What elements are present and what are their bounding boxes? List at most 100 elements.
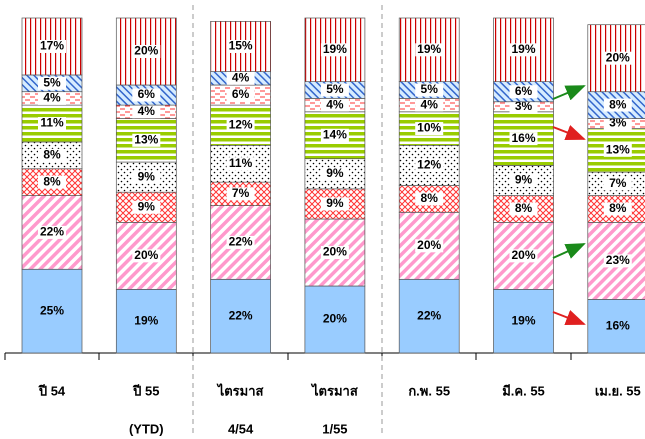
- data-label: 8%: [609, 201, 627, 215]
- data-label: 8%: [515, 201, 533, 215]
- label-box: [320, 167, 349, 181]
- label-box: [226, 235, 255, 249]
- label-box: [226, 88, 255, 102]
- data-label: 6%: [232, 87, 250, 101]
- label-box: [38, 175, 66, 189]
- label-box: [509, 173, 538, 187]
- data-label: 5%: [43, 75, 61, 89]
- data-label: 9%: [326, 166, 344, 180]
- arrows: [552, 85, 586, 325]
- x-tick-label: ไตรมาส: [310, 382, 358, 398]
- x-tick-label: 1/55: [322, 421, 347, 436]
- category-ticks: [4, 353, 572, 360]
- label-box: [226, 118, 255, 132]
- x-tick-label: 4/54: [228, 421, 254, 436]
- label-box: [415, 239, 444, 253]
- data-label: 19%: [511, 313, 535, 327]
- x-tick-label: ปี 55: [132, 383, 159, 398]
- label-box: [603, 117, 632, 131]
- bar-segment: [493, 289, 554, 354]
- label-box: [38, 39, 66, 53]
- data-label: 25%: [40, 303, 64, 317]
- data-label: 23%: [606, 253, 630, 267]
- label-box: [415, 98, 444, 112]
- x-tick-label: เม.ย. 55: [595, 383, 641, 398]
- data-label: 3%: [515, 99, 533, 113]
- x-tick-label: ก.พ. 55: [408, 383, 450, 398]
- data-label: 13%: [134, 132, 158, 146]
- data-label: 8%: [421, 191, 439, 205]
- bar-segment: [304, 285, 366, 354]
- data-label: 5%: [421, 82, 439, 96]
- label-box: [415, 158, 444, 172]
- data-label: 5%: [326, 82, 344, 96]
- x-tick-label: มี.ค. 55: [502, 383, 545, 398]
- data-label: 16%: [606, 318, 630, 332]
- label-box: [132, 133, 161, 147]
- data-label: 4%: [232, 70, 250, 84]
- data-label: 20%: [323, 312, 347, 326]
- label-box: [320, 98, 349, 112]
- x-tick-label: ไตรมาส: [216, 382, 264, 398]
- label-box: [132, 45, 161, 58]
- x-tick-label: (YTD): [129, 421, 164, 436]
- data-label: 10%: [417, 121, 441, 135]
- data-label: 9%: [326, 196, 344, 210]
- data-label: 9%: [138, 199, 156, 213]
- label-box: [38, 225, 66, 239]
- data-label: 7%: [609, 176, 627, 190]
- label-box: [320, 43, 349, 57]
- bar-segment: [304, 158, 366, 190]
- label-box: [509, 132, 538, 146]
- data-label: 3%: [609, 116, 627, 130]
- bar-segment: [21, 268, 83, 354]
- label-box: [38, 76, 66, 90]
- label-box: [320, 197, 349, 211]
- data-label: 9%: [138, 169, 156, 183]
- data-label: 20%: [606, 50, 630, 64]
- data-label: 11%: [40, 116, 64, 130]
- label-box: [38, 91, 66, 105]
- data-label: 12%: [229, 117, 253, 131]
- label-box: [226, 71, 255, 85]
- x-tick-label: ปี 54: [38, 383, 66, 398]
- label-box: [509, 100, 538, 114]
- label-box: [320, 83, 349, 97]
- data-label: 14%: [323, 127, 347, 141]
- data-label: 4%: [43, 91, 61, 105]
- label-box: [132, 249, 161, 263]
- label-box: [415, 83, 444, 97]
- data-label: 4%: [421, 97, 439, 111]
- data-label: 8%: [43, 148, 61, 162]
- data-label: 19%: [417, 42, 441, 56]
- bar-segment: [115, 289, 177, 354]
- data-label: 17%: [40, 39, 64, 53]
- label-box: [415, 43, 444, 57]
- data-label: 22%: [417, 308, 441, 322]
- label-box: [132, 105, 161, 119]
- label-box: [509, 43, 538, 57]
- data-label: 22%: [229, 235, 253, 249]
- data-label: 15%: [229, 39, 253, 53]
- label-box: [38, 148, 66, 162]
- bar-segment: [398, 278, 460, 354]
- label-box: [38, 117, 66, 131]
- data-label: 8%: [43, 174, 61, 188]
- label-box: [132, 170, 161, 184]
- label-box: [226, 187, 255, 201]
- label-box: [132, 88, 161, 102]
- label-box: [509, 85, 538, 99]
- data-label: 8%: [609, 97, 627, 111]
- data-label: 19%: [323, 42, 347, 56]
- label-box: [226, 157, 255, 171]
- label-box: [603, 202, 632, 216]
- label-box: [415, 122, 444, 136]
- bar-segment: [210, 278, 271, 354]
- data-label: 13%: [606, 142, 630, 156]
- data-label: 19%: [511, 42, 535, 56]
- label-box: [226, 39, 255, 53]
- data-label: 22%: [229, 308, 253, 322]
- label-box: [603, 143, 632, 157]
- data-label: 22%: [40, 225, 64, 239]
- data-label: 20%: [511, 248, 535, 262]
